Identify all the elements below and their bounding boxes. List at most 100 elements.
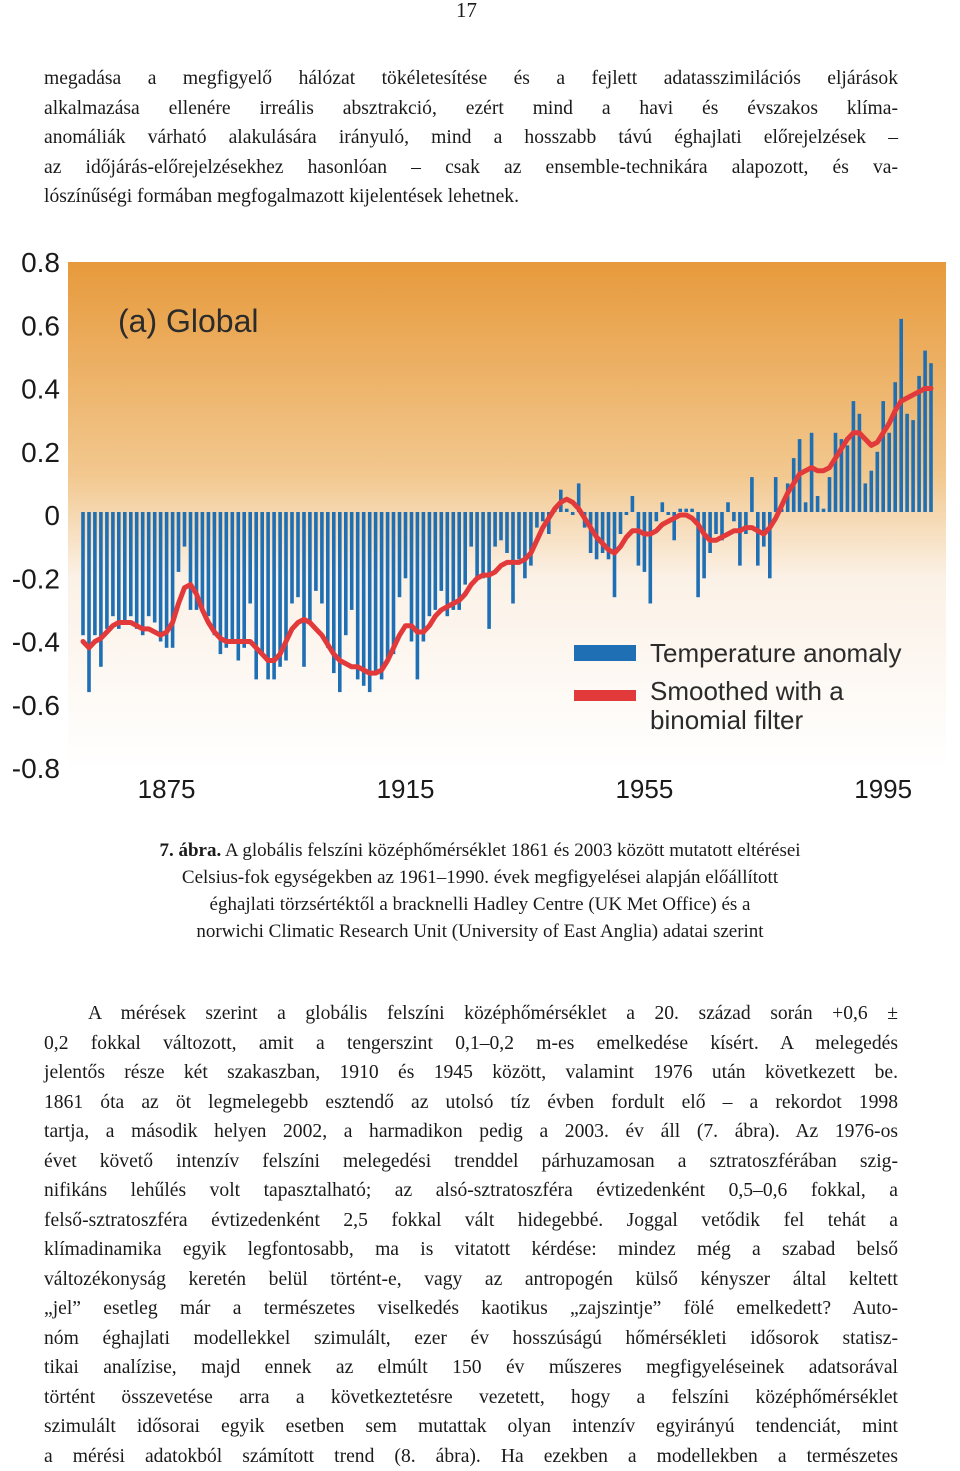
anomaly-bar bbox=[410, 512, 414, 642]
y-tick-label: -0.4 bbox=[12, 627, 60, 658]
anomaly-bar bbox=[440, 512, 444, 591]
anomaly-bar bbox=[893, 382, 897, 512]
anomaly-bar bbox=[738, 512, 742, 566]
anomaly-bar bbox=[446, 512, 450, 616]
anomaly-bar bbox=[248, 512, 252, 604]
text-line: szimulált idősorai egyik esetben sem mut… bbox=[44, 1412, 898, 1442]
legend-anomaly-label: Temperature anomaly bbox=[650, 638, 901, 668]
anomaly-bar bbox=[619, 512, 623, 534]
anomaly-bar bbox=[213, 512, 217, 635]
anomaly-bar bbox=[398, 512, 402, 597]
anomaly-bar bbox=[678, 509, 682, 512]
anomaly-bar bbox=[732, 512, 736, 521]
anomaly-bar bbox=[881, 401, 885, 512]
anomaly-bar bbox=[690, 509, 694, 512]
text-line: nifikáns lehűlés volt tapasztalható; az … bbox=[44, 1176, 898, 1206]
anomaly-bar bbox=[876, 452, 880, 512]
anomaly-bar bbox=[320, 512, 324, 604]
text-line: történt összevetése arra a következtetés… bbox=[44, 1383, 898, 1413]
anomaly-bar bbox=[422, 512, 426, 642]
anomaly-bar bbox=[207, 512, 211, 616]
anomaly-bar bbox=[183, 512, 187, 547]
page-number: 17 bbox=[456, 0, 477, 23]
anomaly-bar bbox=[523, 512, 527, 578]
text-line: a mérési adatokból számított trend (8. á… bbox=[44, 1442, 898, 1471]
global-temperature-chart: 0.80.60.40.20-0.2-0.4-0.6-0.8 (a) Global… bbox=[0, 250, 960, 810]
anomaly-bar bbox=[631, 496, 635, 512]
y-axis: 0.80.60.40.20-0.2-0.4-0.6-0.8 bbox=[12, 250, 60, 784]
anomaly-bar bbox=[99, 512, 103, 667]
y-tick-label: 0.6 bbox=[21, 310, 60, 341]
y-tick-label: -0.6 bbox=[12, 690, 60, 721]
x-tick-label: 1955 bbox=[615, 774, 673, 804]
anomaly-bar bbox=[416, 512, 420, 679]
anomaly-bar bbox=[929, 363, 933, 512]
y-tick-label: 0.8 bbox=[21, 250, 60, 278]
anomaly-bar bbox=[404, 512, 408, 578]
anomaly-bar bbox=[111, 512, 115, 616]
anomaly-bar bbox=[129, 512, 133, 616]
anomaly-bar bbox=[225, 512, 229, 648]
body-paragraph: A mérések szerint a globális felszíni kö… bbox=[44, 999, 898, 1471]
anomaly-bar bbox=[708, 512, 712, 553]
caption-line: éghajlati törzsértéktől a bracknelli Had… bbox=[60, 891, 900, 918]
anomaly-bar bbox=[667, 512, 671, 515]
anomaly-bar bbox=[517, 512, 521, 559]
anomaly-bar bbox=[87, 512, 91, 692]
anomaly-bar bbox=[905, 414, 909, 512]
anomaly-bar bbox=[637, 512, 641, 566]
anomaly-bar bbox=[314, 512, 318, 591]
anomaly-bar bbox=[278, 512, 282, 667]
anomaly-bar bbox=[911, 420, 915, 512]
anomaly-bar bbox=[565, 509, 569, 512]
anomaly-bar bbox=[852, 401, 856, 512]
text-line: tikai analízise, majd ennek az elmúlt 15… bbox=[44, 1353, 898, 1383]
anomaly-bar bbox=[189, 512, 193, 610]
anomaly-bar bbox=[260, 512, 264, 654]
panel-label: (a) Global bbox=[118, 303, 259, 339]
anomaly-bar bbox=[541, 512, 545, 521]
anomaly-bar bbox=[117, 512, 121, 629]
anomaly-bar bbox=[726, 502, 730, 512]
text-line: változékonyság keretén belül történt-e, … bbox=[44, 1265, 898, 1295]
anomaly-bar bbox=[237, 512, 241, 661]
anomaly-bar bbox=[147, 512, 151, 616]
anomaly-bar bbox=[428, 512, 432, 616]
anomaly-bar bbox=[505, 512, 509, 553]
anomaly-bar bbox=[392, 512, 396, 654]
anomaly-bar bbox=[356, 512, 360, 679]
anomaly-bar bbox=[810, 433, 814, 512]
text-line: lószínűségi formában megfogalmazott kije… bbox=[44, 182, 898, 212]
anomaly-bar bbox=[684, 509, 688, 512]
text-line: 1861 óta az öt legmelegebb esztendő az u… bbox=[44, 1088, 898, 1118]
anomaly-bar bbox=[858, 414, 862, 512]
anomaly-bar bbox=[386, 512, 390, 661]
text-line: A mérések szerint a globális felszíni kö… bbox=[44, 999, 898, 1029]
anomaly-bar bbox=[380, 512, 384, 679]
y-tick-label: 0.4 bbox=[21, 374, 60, 405]
anomaly-bar bbox=[338, 512, 342, 692]
anomaly-bar bbox=[368, 512, 372, 692]
anomaly-bar bbox=[864, 483, 868, 512]
anomaly-bar bbox=[535, 512, 539, 528]
caption-line: 7. ábra. A globális felszíni középhőmérs… bbox=[60, 837, 900, 864]
anomaly-bar bbox=[272, 512, 276, 679]
anomaly-bar bbox=[870, 471, 874, 512]
text-line: alkalmazása ellenére irreális absztrakci… bbox=[44, 94, 898, 124]
text-line: klímadinamika egyik legfontosabb, ma is … bbox=[44, 1235, 898, 1265]
anomaly-bar bbox=[643, 512, 647, 572]
text-line: évet követő intenzív felszíni melegedési… bbox=[44, 1147, 898, 1177]
anomaly-bar bbox=[774, 477, 778, 512]
anomaly-bar bbox=[816, 496, 820, 512]
text-line: anomáliák várható alakulására irányuló, … bbox=[44, 123, 898, 153]
legend-swatch-anomaly bbox=[574, 645, 636, 661]
anomaly-bar bbox=[475, 512, 479, 578]
anomaly-bar bbox=[302, 512, 306, 667]
anomaly-bar bbox=[828, 477, 832, 512]
anomaly-bar bbox=[899, 319, 903, 512]
text-line: az időjárás-előrejelzésekhez hasonlóan –… bbox=[44, 153, 898, 183]
anomaly-bar bbox=[487, 512, 491, 629]
anomaly-bar bbox=[917, 376, 921, 512]
y-tick-label: 0.2 bbox=[21, 437, 60, 468]
text-line: nóm éghajlati modellekkel szimulált, eze… bbox=[44, 1324, 898, 1354]
